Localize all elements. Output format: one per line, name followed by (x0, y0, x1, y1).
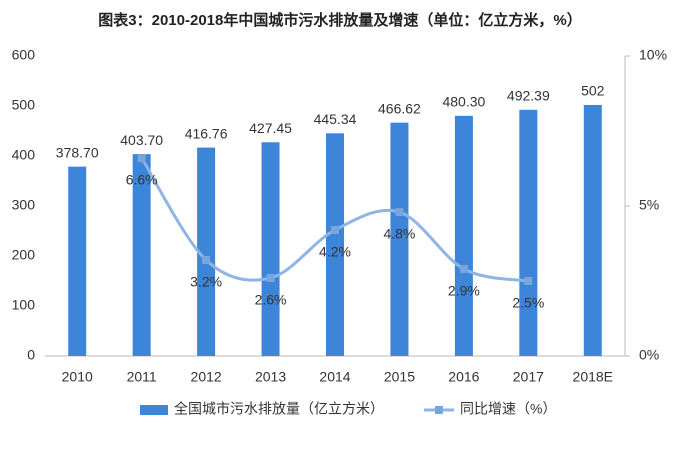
legend-swatch (140, 405, 168, 415)
bar (519, 109, 538, 357)
line-marker (459, 265, 468, 273)
line-value-label: 2.9% (448, 283, 480, 299)
bar-value-label: 416.76 (185, 125, 228, 141)
bar (583, 105, 602, 356)
bar-value-label: 445.34 (314, 111, 357, 127)
line-value-label: 2.6% (255, 292, 287, 308)
line-value-label: 4.8% (383, 226, 415, 242)
x-tick-label: 2016 (448, 369, 479, 385)
y2-tick-label: 10% (639, 47, 667, 63)
bar-value-label: 502 (581, 83, 605, 99)
bar (390, 122, 409, 356)
x-tick-label: 2017 (513, 369, 544, 385)
chart-title: 图表3：2010-2018年中国城市污水排放量及增速（单位：亿立方米，%） (98, 11, 581, 29)
line-value-label: 4.2% (319, 244, 351, 260)
line-value-label: 3.2% (190, 274, 222, 290)
line-marker (202, 256, 211, 264)
y-tick-label: 600 (12, 47, 36, 63)
x-tick-label: 2015 (384, 369, 415, 385)
bar-value-label: 480.30 (442, 94, 485, 110)
line-value-label: 2.5% (512, 295, 544, 311)
bar-value-label: 492.39 (507, 88, 550, 104)
line-marker (395, 208, 404, 216)
y2-tick-label: 5% (639, 197, 659, 213)
x-tick-label: 2010 (62, 369, 93, 385)
legend-label: 同比增速（%） (460, 401, 556, 417)
bar (197, 147, 216, 356)
x-tick-label: 2014 (319, 369, 350, 385)
bar-value-label: 427.45 (249, 120, 292, 136)
line-value-label: 6.6% (126, 172, 158, 188)
bar-value-label: 466.62 (378, 100, 421, 116)
line-marker (524, 277, 533, 285)
y-tick-label: 400 (12, 147, 36, 163)
line-marker (137, 154, 146, 162)
legend-swatch-marker (435, 406, 443, 414)
bar (454, 115, 473, 356)
x-tick-label: 2012 (191, 369, 222, 385)
y-tick-label: 0 (27, 347, 35, 363)
legend-label: 全国城市污水排放量（亿立方米） (174, 401, 384, 417)
x-tick-label: 2013 (255, 369, 286, 385)
y-tick-label: 200 (12, 247, 36, 263)
y-tick-label: 500 (12, 97, 36, 113)
y2-tick-label: 0% (639, 347, 659, 363)
bar (326, 133, 344, 356)
y-tick-label: 300 (12, 197, 36, 213)
bar-value-label: 403.70 (120, 132, 163, 148)
y-tick-label: 100 (12, 297, 36, 313)
x-tick-label: 2011 (127, 369, 157, 385)
line-marker (266, 274, 275, 282)
bar (132, 154, 151, 356)
line-marker (331, 226, 339, 234)
bar-value-label: 378.70 (56, 144, 99, 160)
bar (261, 142, 280, 356)
bar (68, 166, 87, 356)
x-tick-label: 2018E (573, 369, 613, 385)
